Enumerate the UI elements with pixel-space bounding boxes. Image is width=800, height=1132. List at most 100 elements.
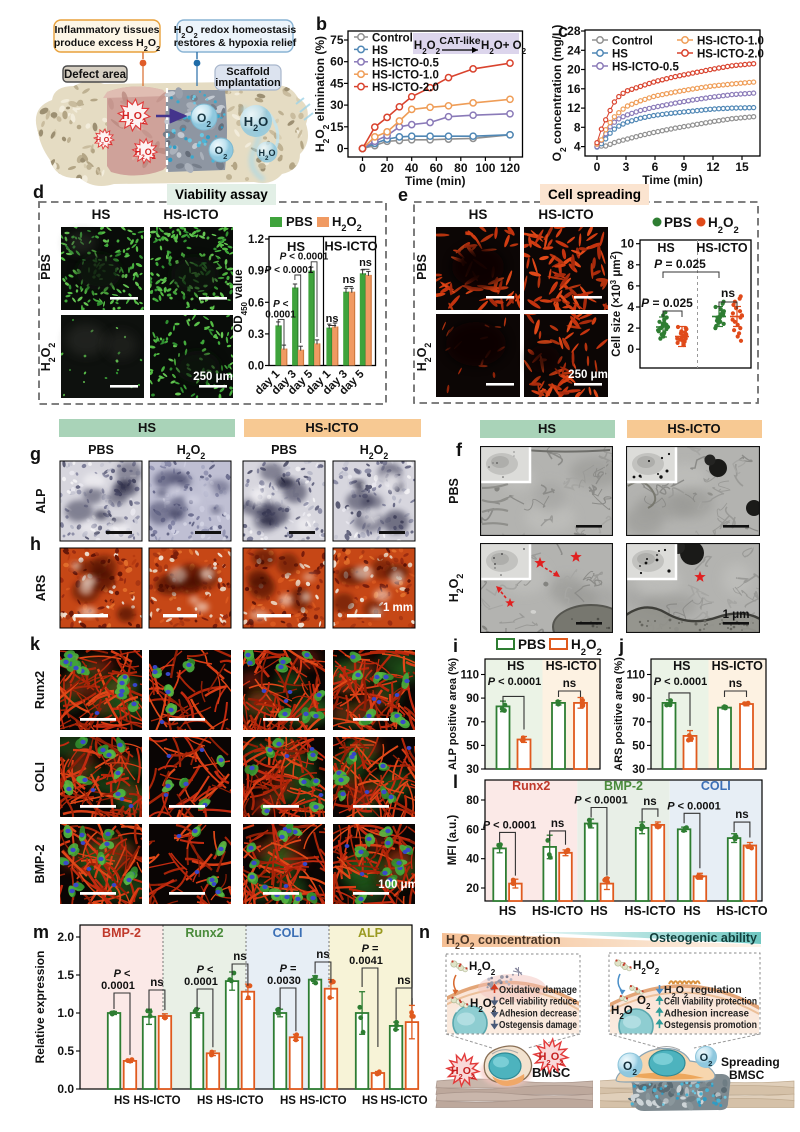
svg-text:Time (min): Time (min) — [405, 174, 465, 188]
svg-text:8: 8 — [627, 258, 634, 272]
svg-text:H2O2: H2O2 — [447, 574, 465, 603]
svg-text:Ostegensis damage: Ostegensis damage — [499, 1019, 577, 1031]
svg-text:COLI: COLI — [701, 779, 731, 793]
svg-text:P =: P = — [362, 943, 379, 955]
svg-text:HS-ICTO: HS-ICTO — [324, 239, 377, 254]
svg-text:HS-ICTO: HS-ICTO — [163, 207, 218, 222]
svg-text:60: 60 — [466, 824, 479, 836]
svg-text:H2O: H2O — [611, 1005, 633, 1021]
svg-text:ARS: ARS — [34, 575, 48, 601]
svg-text:0.0041: 0.0041 — [349, 955, 383, 967]
svg-text:HS: HS — [469, 207, 488, 222]
svg-text:HS-ICTO: HS-ICTO — [546, 659, 597, 673]
svg-text:H2O2 redox homeostasis: H2O2 redox homeostasis — [174, 24, 297, 40]
svg-text:15: 15 — [735, 160, 749, 174]
svg-text:ALP positive area (%): ALP positive area (%) — [447, 658, 459, 771]
svg-text:0.5: 0.5 — [57, 1044, 74, 1058]
svg-text:OD450 value: OD450 value — [233, 269, 249, 332]
svg-text:PBS: PBS — [415, 254, 429, 280]
svg-text:Spreading: Spreading — [721, 1055, 780, 1069]
svg-text:implantation: implantation — [215, 77, 281, 89]
svg-text:H2O2 elimination (%): H2O2 elimination (%) — [313, 36, 331, 152]
svg-text:28: 28 — [567, 24, 581, 38]
svg-text:HS: HS — [590, 904, 607, 918]
svg-text:CAT-like: CAT-like — [439, 35, 480, 47]
svg-text:Oxidative damage: Oxidative damage — [499, 984, 577, 996]
svg-text:H2O2 regulation: H2O2 regulation — [664, 984, 742, 1000]
svg-text:H2O2: H2O2 — [415, 343, 433, 372]
svg-text:HS-ICTO: HS-ICTO — [624, 904, 675, 918]
svg-text:ns: ns — [729, 678, 742, 690]
svg-text:P = 0.025: P = 0.025 — [641, 296, 693, 310]
svg-text:HS: HS — [499, 904, 516, 918]
svg-text:HS: HS — [197, 1095, 213, 1107]
svg-text:Adhesion decrease: Adhesion decrease — [499, 1007, 577, 1019]
svg-text:P < 0.0001: P < 0.0001 — [265, 265, 314, 276]
svg-text:Cell size (×103 μm2): Cell size (×103 μm2) — [609, 251, 624, 357]
svg-text:H2O2 concentration: H2O2 concentration — [446, 933, 561, 951]
svg-text:HS-ICTO: HS-ICTO — [299, 1095, 346, 1107]
svg-text:HS-ICTO-2.0: HS-ICTO-2.0 — [372, 82, 439, 94]
svg-text:0.0001: 0.0001 — [184, 976, 218, 988]
svg-text:P < 0.0001: P < 0.0001 — [488, 676, 542, 688]
svg-text:70: 70 — [466, 717, 479, 729]
svg-text:90: 90 — [466, 693, 479, 705]
svg-text:HS: HS — [138, 420, 156, 435]
svg-text:12: 12 — [706, 160, 720, 174]
svg-text:H2O2: H2O2 — [332, 214, 362, 233]
svg-text:HS-ICTO: HS-ICTO — [216, 1095, 263, 1107]
svg-text:8: 8 — [574, 120, 581, 134]
svg-text:H2O2: H2O2 — [39, 343, 57, 372]
svg-text:PBS: PBS — [447, 478, 461, 504]
svg-text:20: 20 — [380, 161, 394, 175]
svg-text:H2O2: H2O2 — [122, 110, 146, 126]
svg-text:PBS: PBS — [518, 637, 546, 652]
svg-text:20: 20 — [466, 883, 479, 895]
svg-text:Adhesion increase: Adhesion increase — [664, 1007, 749, 1019]
svg-text:H2O2: H2O2 — [571, 637, 602, 658]
svg-text:HS-ICTO: HS-ICTO — [380, 1095, 427, 1107]
svg-text:HS: HS — [673, 659, 690, 673]
svg-text:PBS: PBS — [664, 215, 692, 230]
svg-text:50: 50 — [632, 740, 645, 752]
svg-text:Runx2: Runx2 — [33, 671, 47, 709]
svg-text:P < 0.0001: P < 0.0001 — [654, 676, 708, 688]
svg-text:6: 6 — [627, 279, 634, 293]
svg-text:HS-ICTO-2.0: HS-ICTO-2.0 — [697, 49, 764, 61]
svg-text:HS-ICTO: HS-ICTO — [716, 904, 767, 918]
svg-text:2: 2 — [627, 321, 634, 335]
svg-text:60: 60 — [330, 55, 344, 69]
svg-text:1.5: 1.5 — [57, 968, 74, 982]
svg-text:P < 0.0001: P < 0.0001 — [483, 819, 537, 831]
svg-text:10: 10 — [621, 237, 635, 251]
svg-text:HS: HS — [114, 1095, 130, 1107]
svg-text:Osteogenic ability: Osteogenic ability — [649, 931, 757, 945]
svg-text:80: 80 — [466, 795, 479, 807]
svg-text:MFI (a.u.): MFI (a.u.) — [447, 815, 459, 866]
svg-text:30: 30 — [330, 98, 344, 112]
svg-text:0: 0 — [359, 161, 366, 175]
svg-text:Runx2: Runx2 — [185, 926, 223, 940]
svg-text:H2O2: H2O2 — [177, 443, 206, 461]
svg-text:100: 100 — [475, 161, 495, 175]
svg-text:HS: HS — [280, 1095, 296, 1107]
svg-text:50: 50 — [466, 740, 479, 752]
svg-text:HS-ICTO-0.5: HS-ICTO-0.5 — [372, 57, 439, 69]
svg-text:0.0030: 0.0030 — [267, 975, 301, 987]
svg-text:Control: Control — [372, 33, 413, 45]
svg-text:P <: P < — [197, 964, 214, 976]
svg-text:produce excess H2O2: produce excess H2O2 — [54, 37, 160, 53]
svg-text:BMSC: BMSC — [729, 1068, 765, 1082]
svg-text:Defect area: Defect area — [64, 69, 127, 81]
svg-text:ns: ns — [551, 818, 564, 830]
svg-text:Time (min): Time (min) — [642, 173, 702, 187]
svg-text:H2O2: H2O2 — [633, 960, 660, 976]
svg-text:110: 110 — [460, 670, 479, 682]
svg-text:HS: HS — [657, 241, 674, 255]
svg-text:4: 4 — [627, 300, 634, 314]
svg-text:75: 75 — [330, 33, 344, 47]
svg-text:30: 30 — [466, 764, 479, 776]
svg-text:Inflammatory tissues: Inflammatory tissues — [54, 24, 159, 36]
svg-text:0: 0 — [337, 142, 344, 156]
svg-text:P <: P < — [114, 968, 131, 980]
